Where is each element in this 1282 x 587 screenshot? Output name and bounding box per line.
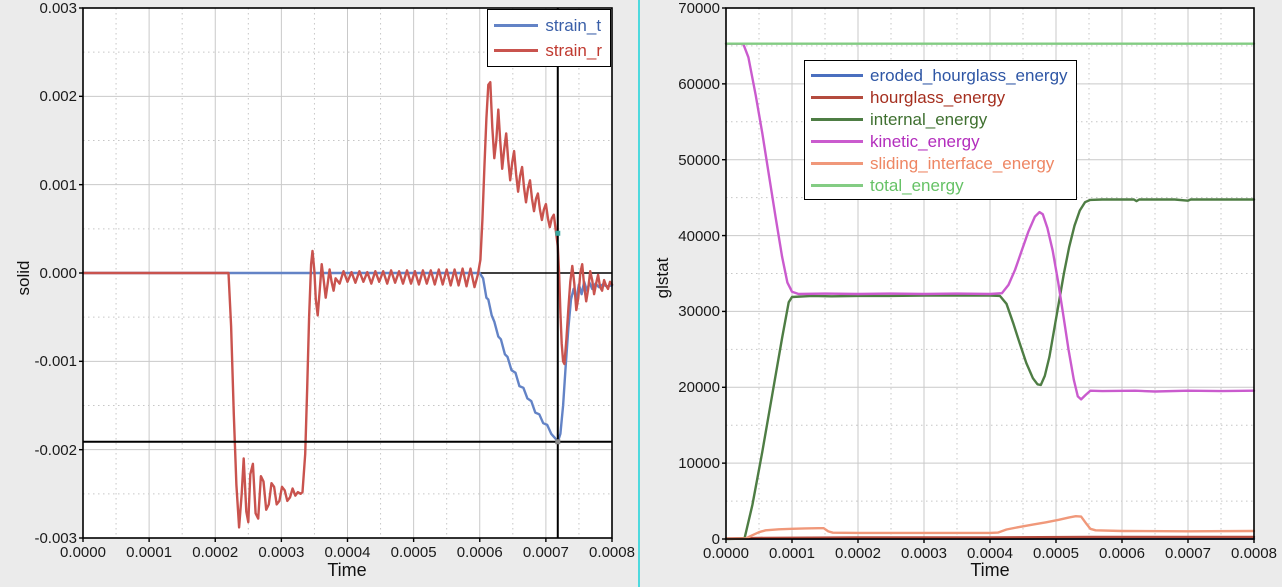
x-tick-label: 0.0008 — [589, 544, 635, 561]
y-tick-label: 0.003 — [39, 0, 77, 17]
legend-entry-sliding_interface_energy[interactable]: sliding_interface_energy — [811, 152, 1068, 174]
legend-entry-eroded_hourglass_energy[interactable]: eroded_hourglass_energy — [811, 64, 1068, 86]
series-hourglass_energy[interactable] — [724, 535, 1256, 540]
x-tick-label: 0.0005 — [390, 544, 437, 561]
x-tick-label: 0.0004 — [967, 545, 1013, 562]
x-tick-label: 0.0002 — [192, 544, 239, 561]
x-tick-label: 0.0006 — [1099, 545, 1145, 562]
y-tick-label: 30000 — [678, 303, 720, 321]
x-axis-title: Time — [970, 560, 1010, 580]
legend-entry-strain_t[interactable]: strain_t — [494, 13, 602, 38]
y-tick-label: 0.001 — [39, 176, 77, 194]
strain-legend: strain_t strain_r — [487, 9, 611, 67]
x-tick-label: 0.0001 — [126, 544, 173, 561]
x-tick-label: 0.0005 — [1033, 545, 1079, 562]
x-tick-label: 0.0004 — [324, 544, 371, 561]
y-tick-label: 0.002 — [39, 88, 77, 106]
crosshair-marker — [555, 439, 561, 445]
legend-entry-internal_energy[interactable]: internal_energy — [811, 108, 1068, 130]
legend-line-sample — [811, 183, 863, 187]
energy-chart-panel: glstat eroded_hourglass_energy hourglass_… — [641, 0, 1282, 587]
legend-label: strain_r — [545, 41, 602, 60]
legend-line-sample — [494, 49, 539, 52]
strain-chart-panel: solid strain_t strain_r Time 0.0000 0.0001… — [0, 0, 639, 587]
x-tick-label: 0.0003 — [258, 544, 305, 561]
series-sliding_interface_energy[interactable] — [724, 515, 1256, 540]
legend-label: sliding_interface_energy — [870, 153, 1055, 173]
y-tick-label: 20000 — [678, 379, 720, 397]
x-tick-label: 0.0000 — [703, 545, 749, 562]
y-tick-label: 60000 — [678, 75, 720, 93]
legend-label: strain_t — [545, 16, 602, 35]
x-tick-label: 0.0008 — [1231, 545, 1277, 562]
legend-entry-kinetic_energy[interactable]: kinetic_energy — [811, 130, 1068, 152]
y-tick-label: 70000 — [678, 0, 720, 17]
energy-legend: eroded_hourglass_energy hourglass_energy i… — [804, 60, 1077, 200]
legend-label: internal_energy — [870, 109, 988, 129]
x-tick-label: 0.0003 — [901, 545, 947, 562]
x-tick-label: 0.0002 — [835, 545, 881, 562]
legend-line-sample — [811, 95, 863, 99]
legend-label: hourglass_energy — [870, 87, 1006, 107]
y-tick-label: -0.002 — [34, 441, 77, 459]
legend-line-sample — [811, 73, 863, 77]
x-tick-label: 0.0007 — [522, 544, 569, 561]
legend-label: total_energy — [870, 175, 964, 195]
x-tick-label: 0.0001 — [769, 545, 815, 562]
y-tick-label: 0.000 — [39, 265, 77, 282]
legend-entry-hourglass_energy[interactable]: hourglass_energy — [811, 86, 1068, 108]
y-tick-label: -0.003 — [34, 530, 77, 547]
legend-line-sample — [811, 139, 863, 143]
x-axis-title: Time — [327, 560, 367, 580]
strain-plot-area[interactable]: strain_t strain_r — [79, 7, 614, 542]
energy-plot-area[interactable]: eroded_hourglass_energy hourglass_energy i… — [722, 7, 1256, 543]
series-kinetic_energy[interactable] — [724, 42, 1256, 401]
x-tick-label: 0.0000 — [60, 544, 106, 561]
legend-line-sample — [494, 24, 539, 27]
window-splitter[interactable] — [638, 0, 640, 587]
legend-entry-total_energy[interactable]: total_energy — [811, 174, 1068, 196]
legend-line-sample — [811, 161, 863, 165]
x-tick-label: 0.0006 — [456, 544, 503, 561]
legend-label: kinetic_energy — [870, 131, 980, 151]
y-tick-label: 10000 — [678, 455, 720, 473]
x-tick-label: 0.0007 — [1165, 545, 1211, 562]
strain-plot-canvas[interactable] — [79, 7, 614, 542]
y-tick-label: -0.001 — [34, 353, 77, 371]
series-internal_energy[interactable] — [724, 198, 1256, 541]
legend-label: eroded_hourglass_energy — [870, 65, 1068, 85]
y-tick-label: 0 — [711, 531, 720, 548]
crosshair-marker — [555, 230, 561, 236]
legend-entry-strain_r[interactable]: strain_r — [494, 38, 602, 63]
y-tick-label: 40000 — [678, 227, 720, 245]
series-strain_r[interactable] — [81, 80, 614, 529]
y-tick-label: 50000 — [678, 151, 720, 169]
legend-line-sample — [811, 117, 863, 121]
